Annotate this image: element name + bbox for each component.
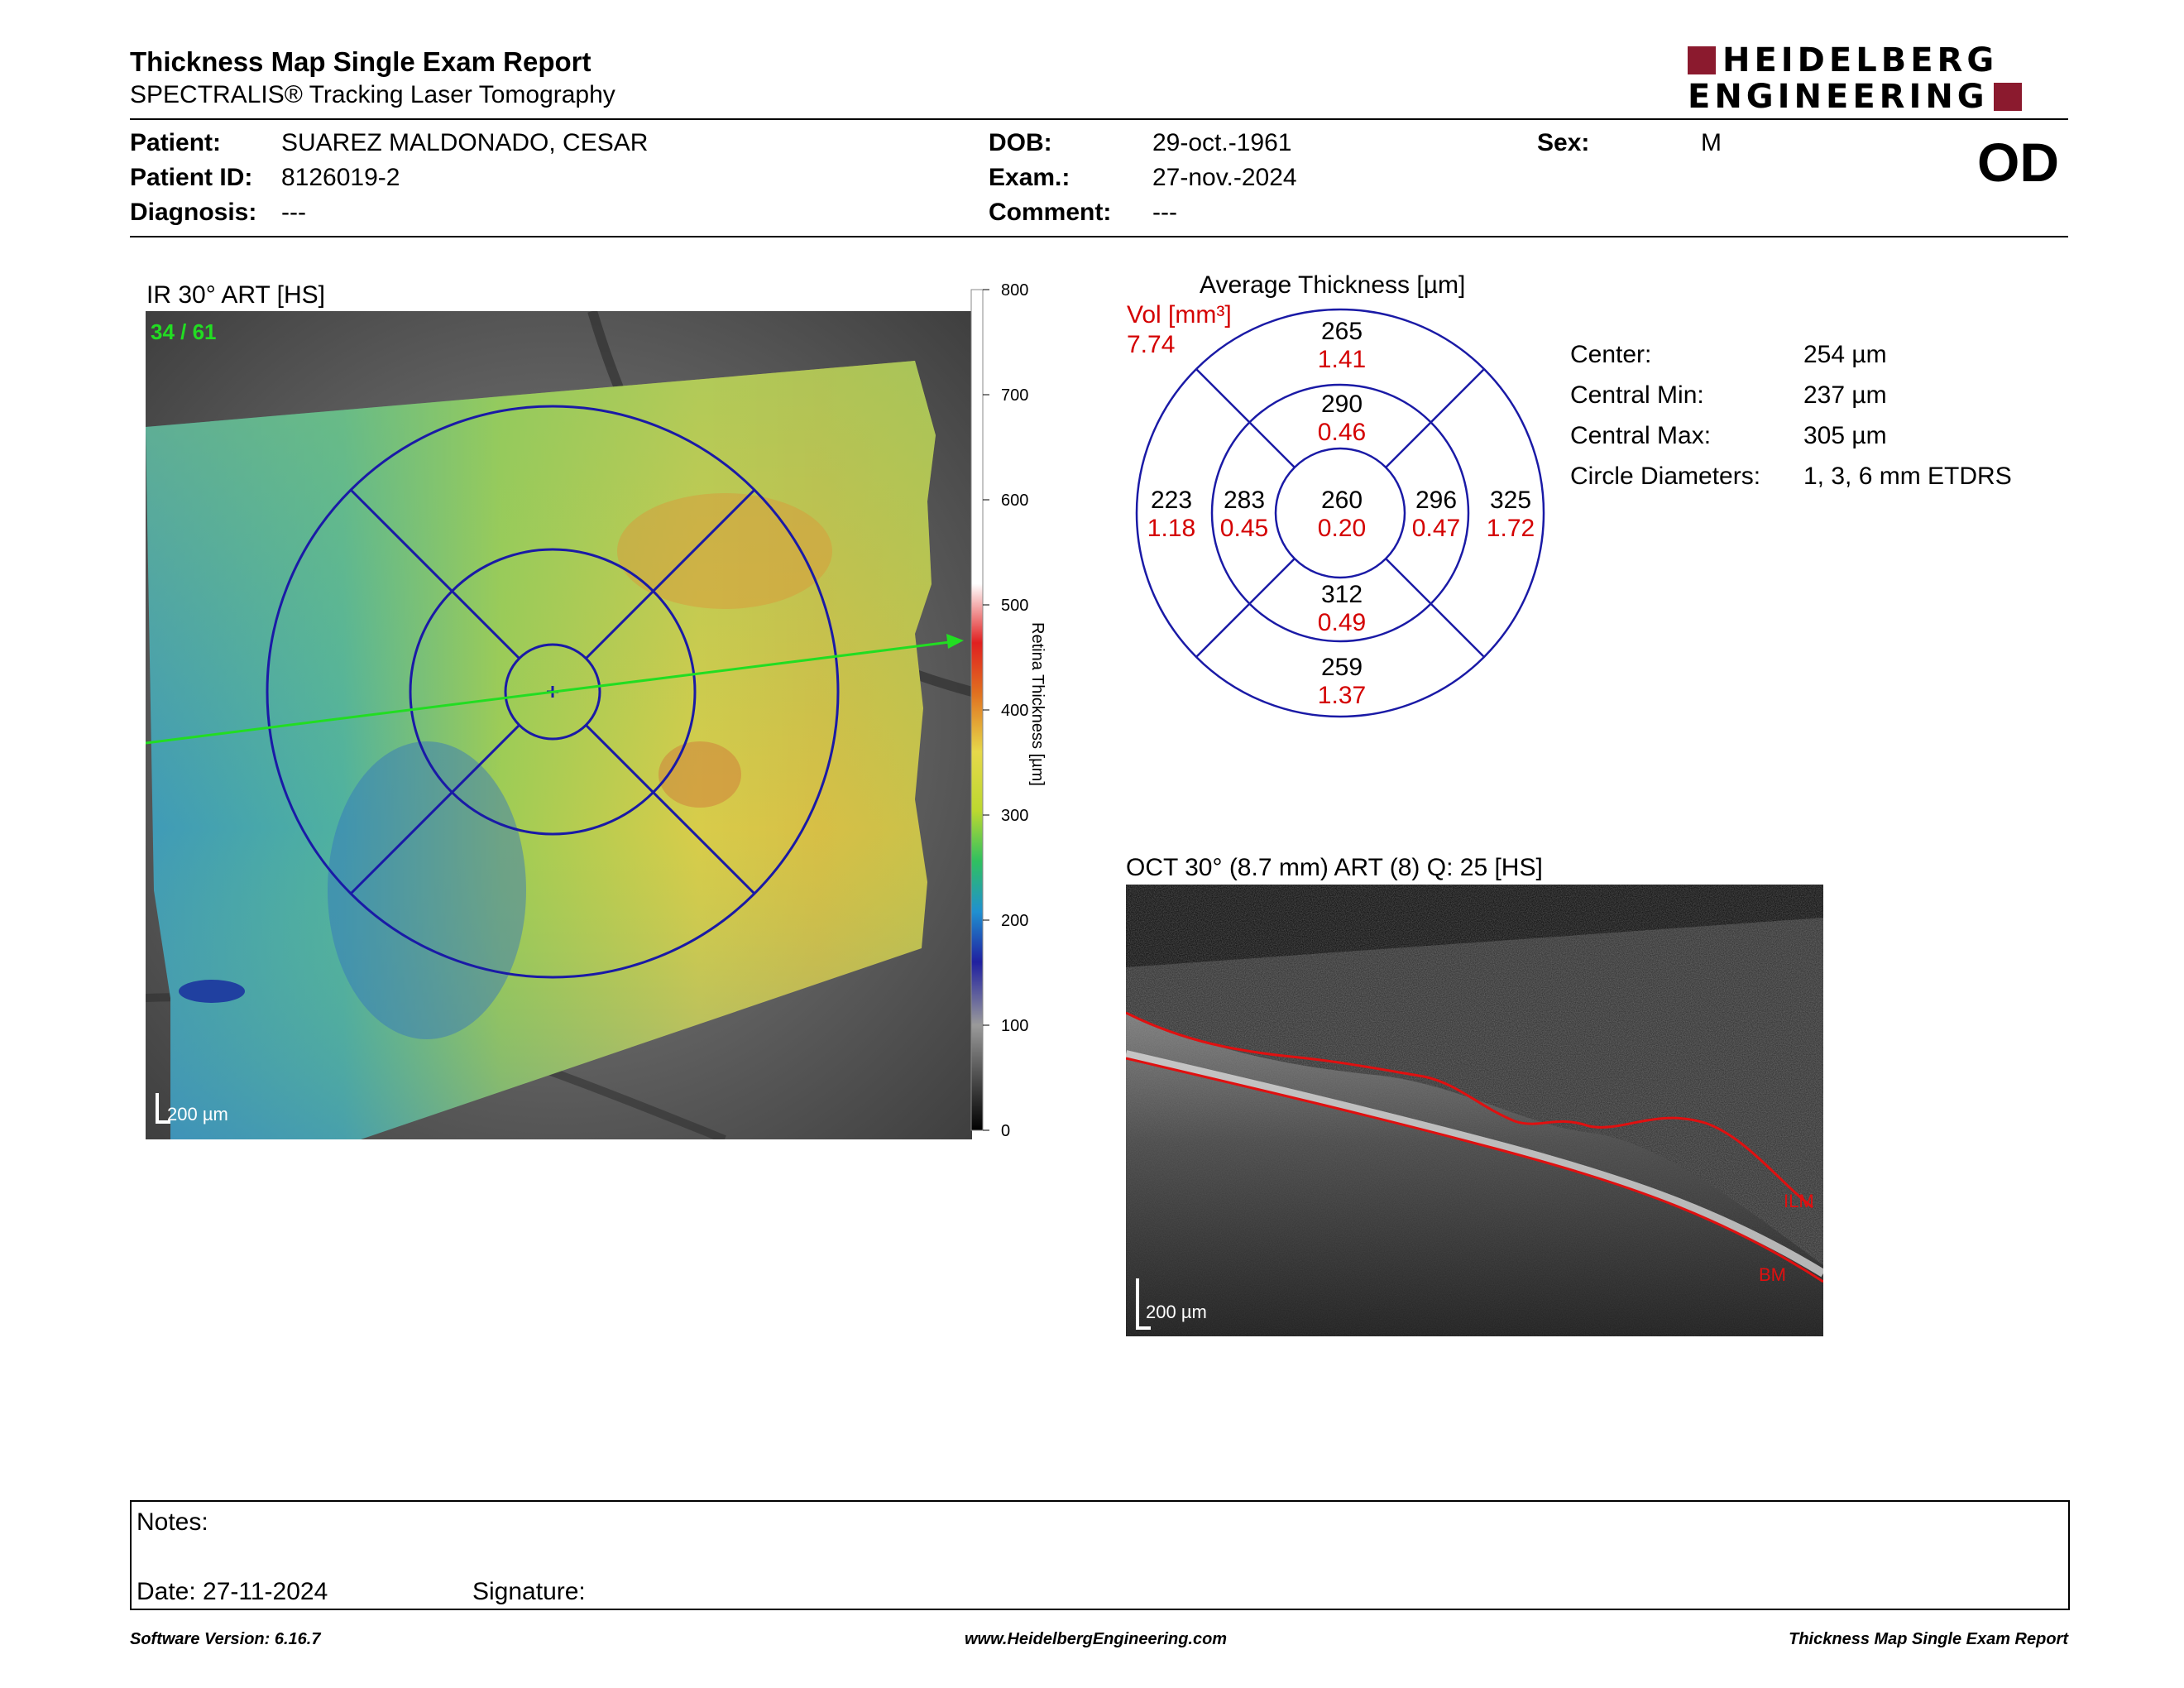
exam-label: Exam.: (989, 164, 1070, 191)
ir-scale-label: 200 µm (167, 1104, 228, 1125)
outer-left-thickness: 223 (1150, 487, 1193, 514)
rpe-band (1126, 1050, 1823, 1278)
diagnosis: --- (281, 199, 306, 226)
central-min-value: 237 µm (1803, 381, 1887, 409)
center-stat-label: Center: (1570, 341, 1652, 368)
colorbar-tick-label: 400 (1001, 702, 1028, 720)
colorbar-tick-label: 500 (1001, 597, 1028, 615)
sex: M (1701, 129, 1722, 156)
oct-scale-label: 200 µm (1146, 1302, 1207, 1322)
comment-label: Comment: (989, 199, 1112, 226)
center-stat-value: 254 µm (1803, 341, 1887, 368)
colorbar-tick-label: 700 (1001, 386, 1028, 405)
central-max-value: 305 µm (1803, 422, 1887, 449)
inner-bottom-volume: 0.49 (1317, 609, 1367, 636)
center-volume: 0.20 (1317, 515, 1367, 542)
date-label: Date: 27-11-2024 (136, 1578, 328, 1605)
outer-right-thickness: 325 (1489, 487, 1532, 514)
ir-title: IR 30° ART [HS] (146, 281, 325, 309)
dob-label: DOB: (989, 129, 1052, 156)
volume-total: 7.74 (1127, 331, 1176, 358)
colorbar-tick-label: 200 (1001, 912, 1028, 930)
notes-box[interactable]: Notes: Date: 27-11-2024 Signature: (130, 1500, 2070, 1610)
inner-bottom-thickness: 312 (1320, 581, 1363, 608)
colorbar-tick-label: 100 (1001, 1017, 1028, 1035)
sex-label: Sex: (1537, 129, 1590, 156)
brand-logo: HEIDELBERG ENGINEERING (1688, 41, 2068, 116)
bm-label: BM (1759, 1264, 1786, 1285)
scan-direction-arrow-icon (946, 634, 964, 649)
thin-region (328, 741, 526, 1039)
diagnosis-label: Diagnosis: (130, 199, 257, 226)
outer-bottom-volume: 1.37 (1317, 682, 1367, 709)
colorbar-tick-label: 300 (1001, 807, 1028, 825)
colorbar-tick-label: 0 (1001, 1122, 1010, 1140)
header-divider (130, 118, 2068, 120)
logo-square-icon (1688, 46, 1716, 74)
patient-name: SUAREZ MALDONADO, CESAR (281, 129, 649, 156)
signature-label: Signature: (472, 1578, 586, 1605)
logo-square-icon (1993, 83, 2022, 111)
patient-id: 8126019-2 (281, 164, 400, 191)
comment: --- (1152, 199, 1177, 226)
etdrs-grid-chart (1135, 308, 1545, 718)
patient-label: Patient: (130, 129, 222, 156)
patient-id-label: Patient ID: (130, 164, 253, 191)
inner-right-volume: 0.47 (1411, 515, 1461, 542)
oct-bscan-image[interactable]: ILM BM 200 µm (1126, 885, 1823, 1336)
thick-region (659, 741, 741, 808)
thick-region (617, 493, 832, 609)
inner-right-thickness: 296 (1415, 487, 1458, 514)
colorbar-tick-label: 600 (1001, 492, 1028, 510)
patient-divider (130, 236, 2068, 237)
outer-bottom-thickness: 259 (1320, 654, 1363, 681)
inner-left-thickness: 283 (1223, 487, 1266, 514)
central-max-label: Central Max: (1570, 422, 1712, 449)
thickness-colorbar: 800 700 600 500 400 300 200 100 0 Retina Thickne… (970, 281, 1046, 1140)
circle-diameters-label: Circle Diameters: (1570, 463, 1761, 490)
footer-report-name: Thickness Map Single Exam Report (1789, 1630, 2068, 1648)
outer-left-volume: 1.18 (1147, 515, 1196, 542)
exam-date: 27-nov.-2024 (1152, 164, 1297, 191)
oct-title: OCT 30° (8.7 mm) ART (8) Q: 25 [HS] (1126, 854, 1543, 881)
logo-line2: ENGINEERING (1688, 78, 1989, 116)
ilm-label: ILM (1784, 1191, 1814, 1211)
scale-bar-icon (156, 1093, 170, 1124)
inner-top-volume: 0.46 (1317, 419, 1367, 446)
website-link[interactable]: www.HeidelbergEngineering.com (965, 1630, 1228, 1648)
scale-bar-icon (1136, 1278, 1151, 1330)
dob: 29-oct.-1961 (1152, 129, 1292, 156)
central-min-label: Central Min: (1570, 381, 1704, 409)
inner-top-thickness: 290 (1320, 391, 1363, 418)
logo-line1: HEIDELBERG (1722, 41, 1999, 79)
thickness-map-image[interactable]: 34 / 61 200 µm (146, 311, 972, 1139)
circle-diameters-value: 1, 3, 6 mm ETDRS (1803, 463, 2012, 490)
outer-top-thickness: 265 (1320, 318, 1363, 345)
report-subtitle: SPECTRALIS® Tracking Laser Tomography (130, 81, 615, 108)
colorbar-label: Retina Thickness [µm] (1028, 622, 1046, 786)
frame-count: 34 / 61 (151, 319, 217, 344)
etdrs-grid-overlay (266, 405, 840, 979)
bm-boundary (1126, 1057, 1823, 1283)
eye-indicator: OD (1977, 132, 2059, 193)
software-version: Software Version: 6.16.7 (130, 1630, 321, 1648)
average-thickness-title: Average Thickness [µm] (1200, 271, 1466, 299)
scan-line[interactable] (146, 640, 951, 745)
center-thickness: 260 (1320, 487, 1363, 514)
ilm-boundary (1126, 1011, 1813, 1209)
thin-region (179, 980, 245, 1003)
volume-label: Vol [mm³] (1127, 301, 1232, 328)
outer-top-volume: 1.41 (1317, 346, 1367, 373)
notes-label: Notes: (136, 1508, 208, 1536)
colorbar-tick-label: 800 (1001, 281, 1028, 300)
report-title: Thickness Map Single Exam Report (130, 46, 592, 77)
inner-left-volume: 0.45 (1219, 515, 1269, 542)
outer-right-volume: 1.72 (1486, 515, 1535, 542)
